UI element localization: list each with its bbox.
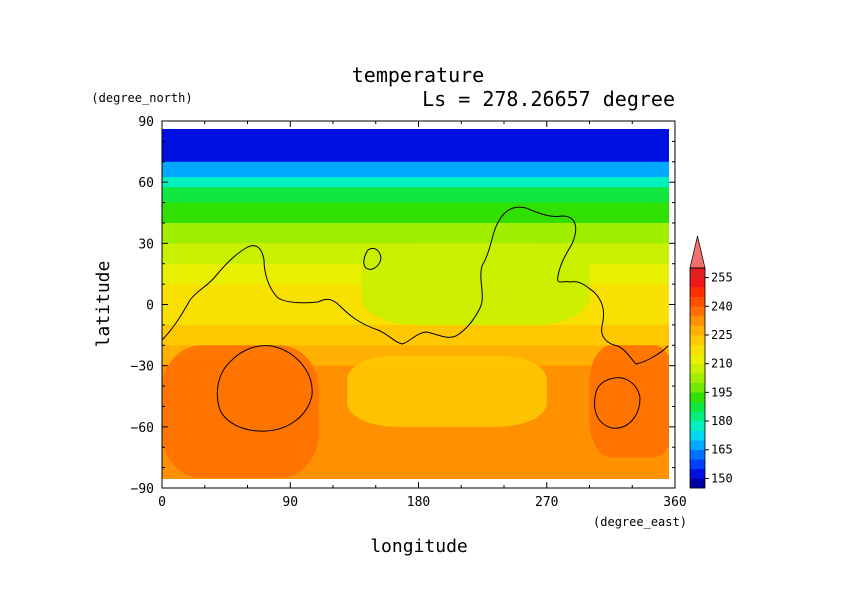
x-unit-label: (degree_east) — [593, 515, 687, 529]
y-tick-label: −90 — [131, 482, 154, 497]
colorbar-tick-label: 165 — [711, 443, 733, 457]
colorbar-swatch — [690, 430, 705, 441]
temperature-region — [361, 243, 590, 325]
colorbar-tick-label: 195 — [711, 385, 733, 399]
y-tick-label: −60 — [131, 421, 154, 436]
topography-contour — [162, 206, 669, 432]
colorbar-swatch — [690, 382, 705, 393]
chart-title: temperature — [352, 63, 484, 87]
colorbar-swatch — [690, 411, 705, 422]
y-tick-label: 30 — [138, 237, 154, 252]
y-tick-label: 60 — [138, 176, 154, 191]
latitude-band — [162, 177, 669, 188]
y-unit-label: (degree_north) — [91, 91, 192, 105]
coastline-contour — [162, 206, 669, 365]
colorbar-swatch — [690, 325, 705, 336]
x-axis-label: longitude — [370, 536, 468, 557]
colorbar-tick-label: 255 — [711, 271, 733, 285]
y-tick-label: 0 — [146, 299, 154, 314]
colorbar-swatch — [690, 421, 705, 431]
north-crater-contour — [363, 247, 382, 270]
colorbar-swatch — [690, 449, 705, 460]
colorbar-swatch — [690, 401, 705, 412]
latitude-band — [162, 467, 669, 479]
temperature-region — [162, 345, 319, 478]
colorbar-frame — [689, 267, 706, 489]
colorbar-swatch — [690, 344, 705, 355]
colorbar-overflow-arrow — [689, 235, 706, 269]
colorbar-swatch — [690, 287, 705, 297]
colorbar-swatch — [690, 373, 705, 384]
latitude-band — [162, 202, 669, 224]
y-tick-label: 90 — [138, 115, 154, 130]
x-tick-label: 360 — [663, 495, 686, 510]
colorbar: 255 240 225 210 195 180 165 150 — [689, 235, 733, 489]
colorbar-swatch — [690, 459, 705, 470]
temperature-region — [347, 355, 547, 427]
y-tick-label: −30 — [131, 360, 154, 375]
y-axis-label: latitude — [93, 261, 114, 348]
temperature-field — [162, 129, 669, 479]
latitude-band — [162, 324, 669, 346]
colorbar-swatch — [690, 315, 705, 326]
colorbar-swatch — [690, 334, 705, 345]
latitude-band — [162, 187, 669, 204]
colorbar-tick-label: 240 — [711, 299, 733, 313]
colorbar-swatch — [690, 363, 705, 374]
x-tick-label: 0 — [158, 495, 166, 510]
colorbar-swatch — [690, 468, 705, 479]
colorbar-tick-label: 180 — [711, 414, 733, 428]
colorbar-swatch — [690, 277, 705, 288]
latitude-band — [162, 129, 669, 142]
colorbar-swatch — [690, 268, 705, 278]
colorbar-swatch — [690, 392, 705, 403]
latitude-band — [162, 161, 669, 178]
colorbar-tick-label: 150 — [711, 471, 733, 485]
colorbar-swatch — [690, 440, 705, 451]
chart-subtitle: Ls = 278.26657 degree — [422, 87, 675, 111]
x-tick-label: 180 — [407, 495, 430, 510]
colorbar-swatch — [690, 478, 705, 489]
x-tick-label: 270 — [535, 495, 558, 510]
colorbar-swatch — [690, 306, 705, 317]
southeast-crater-contour — [594, 377, 641, 429]
colorbar-swatch — [690, 296, 705, 307]
latitude-band — [162, 141, 669, 163]
latitude-band — [162, 222, 669, 244]
colorbar-tick-label: 225 — [711, 328, 733, 342]
colorbar-tick-label: 210 — [711, 357, 733, 371]
colorbar-swatch — [690, 354, 705, 364]
x-axis: 0 90 180 270 360 — [158, 121, 687, 510]
y-axis: 90 60 30 0 −30 −60 −90 — [131, 115, 675, 497]
southwest-crater-contour — [216, 345, 313, 432]
x-tick-label: 90 — [282, 495, 298, 510]
temperature-region — [589, 345, 669, 458]
